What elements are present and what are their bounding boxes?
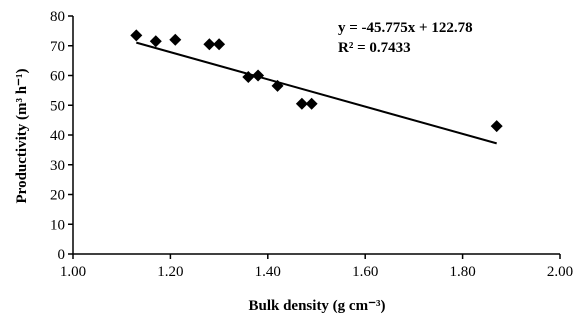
trendline-equation: y = -45.775x + 122.78 (338, 20, 473, 36)
y-tick-label: 20 (50, 188, 65, 204)
y-tick-label: 70 (50, 39, 65, 55)
x-tick-label: 1.80 (449, 264, 475, 280)
x-ticks: 1.00 1.20 1.40 1.60 1.80 2.00 (60, 254, 573, 280)
trendline-group (136, 41, 497, 145)
x-tick-label: 1.40 (255, 264, 281, 280)
y-axis-label: Productivity (m³ h⁻¹) (14, 69, 30, 204)
data-point (130, 29, 143, 42)
x-tick-label: 1.00 (60, 264, 86, 280)
axes (72, 16, 560, 255)
data-point (169, 33, 182, 46)
data-point (213, 38, 226, 51)
data-point (490, 120, 503, 133)
data-point (252, 69, 265, 82)
data-points (130, 29, 503, 133)
data-point (295, 97, 308, 110)
x-axis-label: Bulk density (g cm⁻³) (248, 298, 385, 314)
data-point (149, 35, 162, 48)
trendline (136, 41, 497, 145)
data-point (271, 79, 284, 92)
data-point (203, 38, 216, 51)
y-tick-label: 60 (50, 69, 65, 85)
x-tick-label: 1.60 (352, 264, 378, 280)
y-tick-label: 80 (50, 9, 65, 25)
y-ticks: 0 10 20 30 40 50 60 70 80 (50, 9, 73, 263)
y-tick-label: 40 (50, 128, 65, 144)
data-point (305, 97, 318, 110)
x-tick-label: 2.00 (547, 264, 573, 280)
r-squared-label: R² = 0.7433 (338, 40, 411, 56)
y-tick-label: 0 (58, 247, 66, 263)
y-tick-label: 30 (50, 158, 65, 174)
y-tick-label: 10 (50, 217, 65, 233)
x-tick-label: 1.20 (157, 264, 183, 280)
y-tick-label: 50 (50, 98, 65, 114)
data-point (242, 70, 255, 83)
